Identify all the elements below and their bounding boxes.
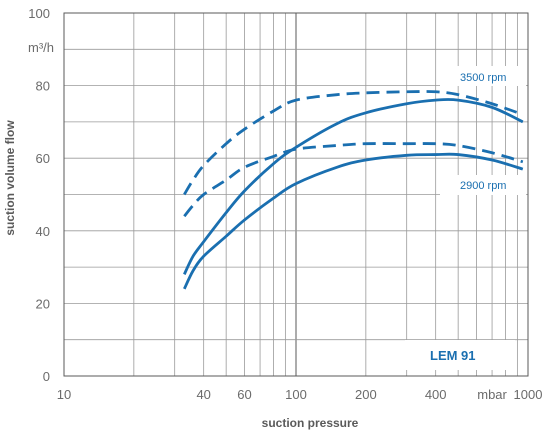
y-tick-label: 60 [36, 151, 50, 166]
y-tick-label: 20 [36, 296, 50, 311]
series-line-2900rpm-dashed [183, 142, 524, 218]
y-axis-title: suction volume flow [3, 120, 17, 236]
series-line-2900rpm-solid [183, 152, 524, 290]
x-axis-title: suction pressure [262, 416, 359, 430]
series-label-3500rpm: 3500 rpm [460, 72, 506, 84]
series-line-3500rpm-dashed [183, 90, 524, 196]
y-tick-label: 40 [36, 224, 50, 239]
series-lines [183, 90, 524, 290]
x-tick-label: 10 [57, 387, 71, 402]
tick-labels: 0 20 40 60 80 100 10 40 60 100 200 400 mbar 1000 [28, 6, 542, 402]
x-tick-label: 100 [285, 387, 307, 402]
y-tick-label: 0 [43, 369, 50, 384]
grid [63, 12, 529, 377]
series-label-box-3500 [440, 66, 526, 86]
plot-frame [63, 12, 529, 377]
y-tick-label: 100 [28, 6, 50, 21]
y-unit-label: m³/h [28, 40, 54, 55]
x-tick-label: mbar [477, 387, 507, 402]
x-tick-label: 200 [355, 387, 377, 402]
x-tick-label: 400 [425, 387, 447, 402]
x-tick-label: 60 [237, 387, 251, 402]
series-label-box-2900 [440, 175, 526, 195]
model-label: LEM 91 [430, 348, 476, 363]
x-tick-label: 40 [196, 387, 210, 402]
y-tick-label: 80 [36, 79, 50, 94]
series-label-2900rpm: 2900 rpm [460, 180, 506, 192]
model-label-box [405, 340, 515, 370]
series-line-3500rpm-solid [183, 98, 524, 275]
x-tick-label: 1000 [514, 387, 543, 402]
